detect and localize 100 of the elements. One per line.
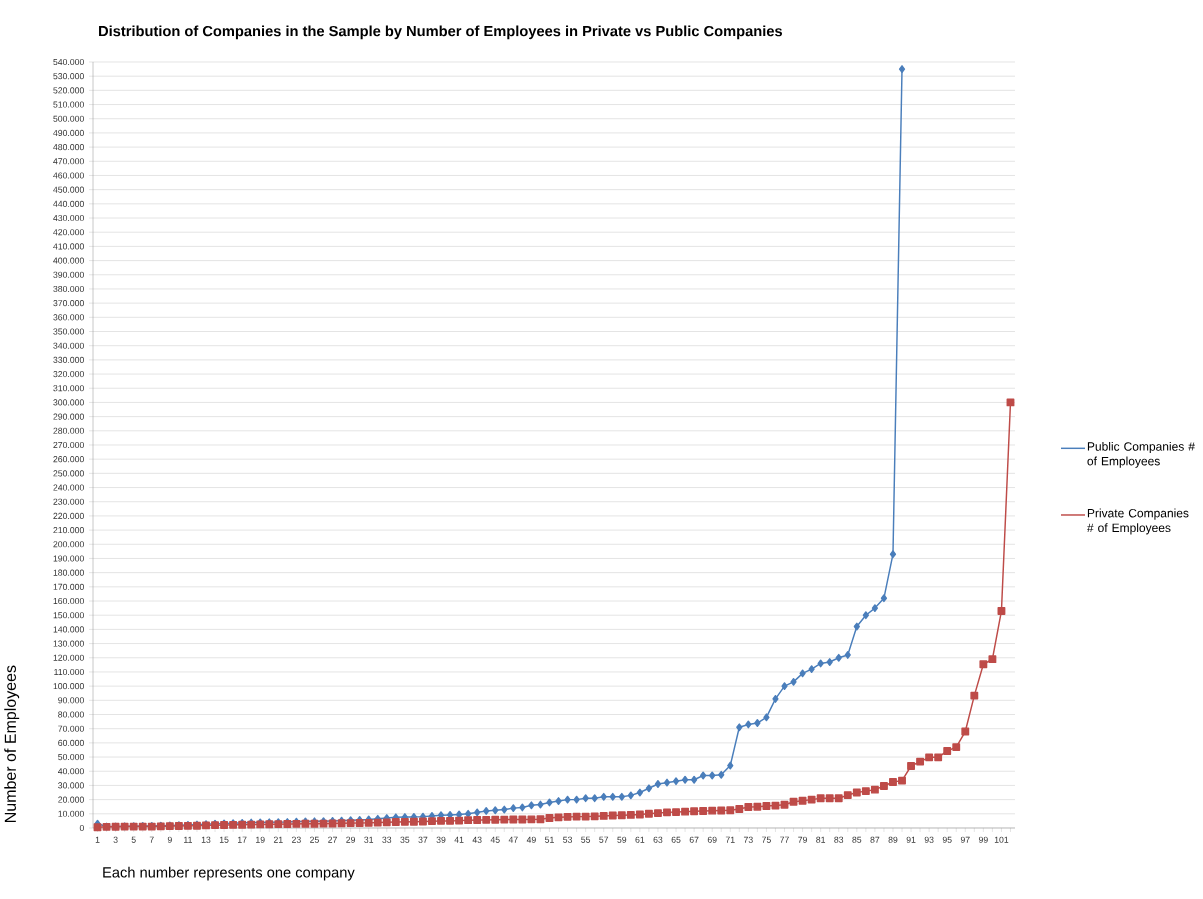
y-tick-label: 340.000 <box>53 342 84 349</box>
y-tick-label: 370.000 <box>53 300 84 307</box>
x-tick-label: 61 <box>635 836 645 843</box>
x-tick-label: 29 <box>346 836 356 843</box>
x-tick-label: 1 <box>95 836 100 843</box>
x-tick-label: 11 <box>184 836 192 843</box>
x-tick-label: 71 <box>725 836 735 843</box>
x-tick-label: 97 <box>960 836 970 843</box>
x-tick-label: 17 <box>238 836 247 843</box>
y-tick-label: 30.000 <box>58 782 84 789</box>
y-tick-label: 70.000 <box>58 725 84 732</box>
y-tick-label: 410.000 <box>53 243 84 250</box>
y-tick-label: 190.000 <box>53 555 84 562</box>
x-tick-label: 91 <box>906 836 916 843</box>
y-tick-label: 380.000 <box>53 285 84 293</box>
y-tick-label: 460.000 <box>53 172 84 179</box>
y-tick-label: 280.000 <box>53 427 84 434</box>
x-tick-label: 95 <box>942 836 952 843</box>
y-tick-label: 390.000 <box>53 271 84 278</box>
y-tick-label: 360.000 <box>53 314 84 321</box>
x-tick-label: 69 <box>707 836 717 843</box>
y-tick-label: 540.000 <box>53 58 84 66</box>
x-tick-label: 65 <box>671 836 681 843</box>
y-tick-label: 420.000 <box>53 229 84 236</box>
y-tick-label: 130.000 <box>53 640 84 647</box>
y-tick-label: 270.000 <box>53 441 84 449</box>
x-tick-label: 79 <box>798 836 807 843</box>
x-tick-label: 89 <box>888 836 898 843</box>
x-tick-label: 53 <box>563 836 572 843</box>
y-tick-label: 260.000 <box>53 456 84 463</box>
x-tick-label: 75 <box>762 836 771 843</box>
y-tick-label: 210.000 <box>53 527 84 534</box>
y-tick-label: 40.000 <box>58 768 84 775</box>
y-tick-label: 200.000 <box>53 541 84 548</box>
x-tick-label: 15 <box>219 836 229 843</box>
y-tick-label: 50.000 <box>58 754 84 761</box>
x-tick-label: 99 <box>978 836 988 843</box>
x-tick-label: 49 <box>526 836 536 843</box>
y-tick-label: 500.000 <box>53 115 84 122</box>
y-tick-label: 20.000 <box>58 796 84 803</box>
x-tick-label: 39 <box>436 836 446 843</box>
y-tick-label: 510.000 <box>53 101 84 108</box>
x-tick-label: 59 <box>617 836 627 843</box>
y-tick-label: 160.000 <box>53 597 84 605</box>
y-tick-label: 170.000 <box>53 583 84 590</box>
x-tick-label: 47 <box>508 836 518 843</box>
x-tick-label: 93 <box>924 836 934 843</box>
y-tick-label: 330.000 <box>53 356 84 363</box>
y-tick-label: 10.000 <box>58 810 84 817</box>
y-tick-label: 300.000 <box>53 399 84 406</box>
x-tick-label: 27 <box>328 836 337 843</box>
y-tick-label: 230.000 <box>53 498 84 505</box>
x-tick-label: 87 <box>870 836 880 843</box>
x-tick-label: 9 <box>167 836 172 843</box>
x-tick-label: 5 <box>131 836 136 843</box>
x-tick-label: 35 <box>400 836 410 843</box>
x-tick-label: 67 <box>689 836 699 843</box>
y-tick-label: 480.000 <box>53 144 84 151</box>
y-tick-label: 250.000 <box>53 470 84 477</box>
x-tick-label: 85 <box>852 836 862 843</box>
y-tick-label: 290.000 <box>53 413 84 420</box>
y-tick-label: 530.000 <box>53 73 84 80</box>
y-tick-label: 310.000 <box>53 385 84 392</box>
y-tick-label: 520.000 <box>53 87 84 94</box>
y-tick-label: 450.000 <box>53 186 84 193</box>
x-tick-label: 43 <box>472 836 482 843</box>
x-tick-label: 73 <box>743 836 753 843</box>
x-tick-label: 81 <box>816 836 826 843</box>
x-tick-label: 3 <box>113 836 118 843</box>
y-tick-label: 490.000 <box>53 129 84 136</box>
y-tick-label: 430.000 <box>53 214 84 222</box>
x-tick-label: 7 <box>149 836 154 843</box>
legend-label: Public Companies # of Employees <box>1087 441 1195 468</box>
x-tick-label: 37 <box>418 836 428 843</box>
x-tick-label: 83 <box>834 836 844 843</box>
chart-title: Distribution of Companies in the Sample by Number of Employees in Private vs Public Companies <box>99 25 783 40</box>
x-tick-label: 77 <box>780 836 789 843</box>
y-tick-label: 0 <box>79 824 84 832</box>
y-tick-label: 120.000 <box>53 654 84 661</box>
x-tick-label: 21 <box>273 836 283 843</box>
y-tick-label: 400.000 <box>53 257 84 264</box>
legend-label: Private Companies # of Employees <box>1087 508 1189 535</box>
y-tick-label: 180.000 <box>53 569 84 576</box>
x-axis-title: Each number represents one company <box>103 866 355 881</box>
y-tick-label: 100.000 <box>53 683 84 690</box>
y-tick-label: 90.000 <box>58 697 84 704</box>
x-tick-label: 101 <box>994 836 1009 843</box>
y-tick-label: 150.000 <box>53 612 84 619</box>
x-tick-label: 33 <box>382 836 392 843</box>
y-tick-label: 80.000 <box>58 711 84 718</box>
y-tick-label: 140.000 <box>53 626 84 633</box>
y-tick-label: 60.000 <box>58 739 84 746</box>
x-tick-label: 51 <box>545 836 554 843</box>
x-tick-label: 41 <box>454 836 464 843</box>
y-tick-label: 440.000 <box>53 200 84 207</box>
x-tick-label: 63 <box>653 836 663 843</box>
x-tick-label: 57 <box>599 836 609 843</box>
y-tick-label: 350.000 <box>53 328 84 335</box>
x-tick-label: 13 <box>201 836 211 843</box>
y-tick-label: 240.000 <box>53 484 84 491</box>
